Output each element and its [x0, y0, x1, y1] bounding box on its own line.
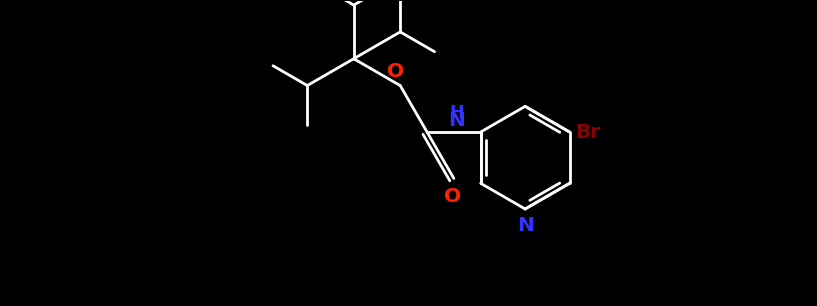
Text: H: H [449, 104, 463, 122]
Text: Br: Br [575, 122, 600, 141]
Text: N: N [448, 111, 465, 130]
Text: O: O [387, 62, 404, 81]
Text: O: O [444, 187, 462, 206]
Text: N: N [516, 216, 534, 235]
